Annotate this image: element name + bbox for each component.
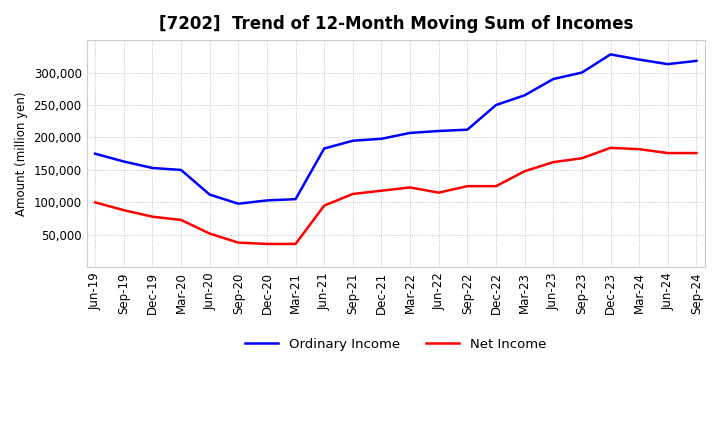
Ordinary Income bbox=[91, 151, 99, 156]
Net Income bbox=[635, 147, 644, 152]
Ordinary Income bbox=[120, 159, 128, 164]
Ordinary Income bbox=[606, 52, 615, 57]
Ordinary Income bbox=[205, 192, 214, 197]
Ordinary Income bbox=[320, 146, 328, 151]
Ordinary Income bbox=[521, 93, 529, 98]
Ordinary Income bbox=[434, 128, 443, 134]
Ordinary Income bbox=[492, 103, 500, 108]
Net Income bbox=[434, 190, 443, 195]
Net Income bbox=[234, 240, 243, 245]
Ordinary Income bbox=[406, 130, 415, 136]
Ordinary Income bbox=[148, 165, 157, 171]
Net Income bbox=[263, 241, 271, 246]
Title: [7202]  Trend of 12-Month Moving Sum of Incomes: [7202] Trend of 12-Month Moving Sum of I… bbox=[158, 15, 633, 33]
Net Income bbox=[692, 150, 701, 156]
Ordinary Income bbox=[234, 201, 243, 206]
Net Income bbox=[205, 231, 214, 236]
Net Income bbox=[176, 217, 185, 223]
Net Income bbox=[348, 191, 357, 197]
Net Income bbox=[91, 200, 99, 205]
Ordinary Income bbox=[176, 167, 185, 172]
Ordinary Income bbox=[291, 197, 300, 202]
Ordinary Income bbox=[463, 127, 472, 132]
Line: Ordinary Income: Ordinary Income bbox=[95, 55, 696, 204]
Net Income bbox=[463, 183, 472, 189]
Net Income bbox=[406, 185, 415, 190]
Net Income bbox=[377, 188, 386, 193]
Ordinary Income bbox=[377, 136, 386, 141]
Y-axis label: Amount (million yen): Amount (million yen) bbox=[15, 92, 28, 216]
Net Income bbox=[492, 183, 500, 189]
Net Income bbox=[148, 214, 157, 219]
Net Income bbox=[291, 241, 300, 246]
Ordinary Income bbox=[549, 77, 557, 82]
Net Income bbox=[606, 145, 615, 150]
Net Income bbox=[577, 156, 586, 161]
Ordinary Income bbox=[692, 58, 701, 63]
Ordinary Income bbox=[635, 57, 644, 62]
Net Income bbox=[549, 160, 557, 165]
Net Income bbox=[663, 150, 672, 156]
Net Income bbox=[320, 203, 328, 208]
Net Income bbox=[120, 208, 128, 213]
Ordinary Income bbox=[577, 70, 586, 75]
Ordinary Income bbox=[663, 62, 672, 67]
Ordinary Income bbox=[348, 138, 357, 143]
Net Income bbox=[521, 169, 529, 174]
Ordinary Income bbox=[263, 198, 271, 203]
Line: Net Income: Net Income bbox=[95, 148, 696, 244]
Legend: Ordinary Income, Net Income: Ordinary Income, Net Income bbox=[240, 333, 552, 356]
